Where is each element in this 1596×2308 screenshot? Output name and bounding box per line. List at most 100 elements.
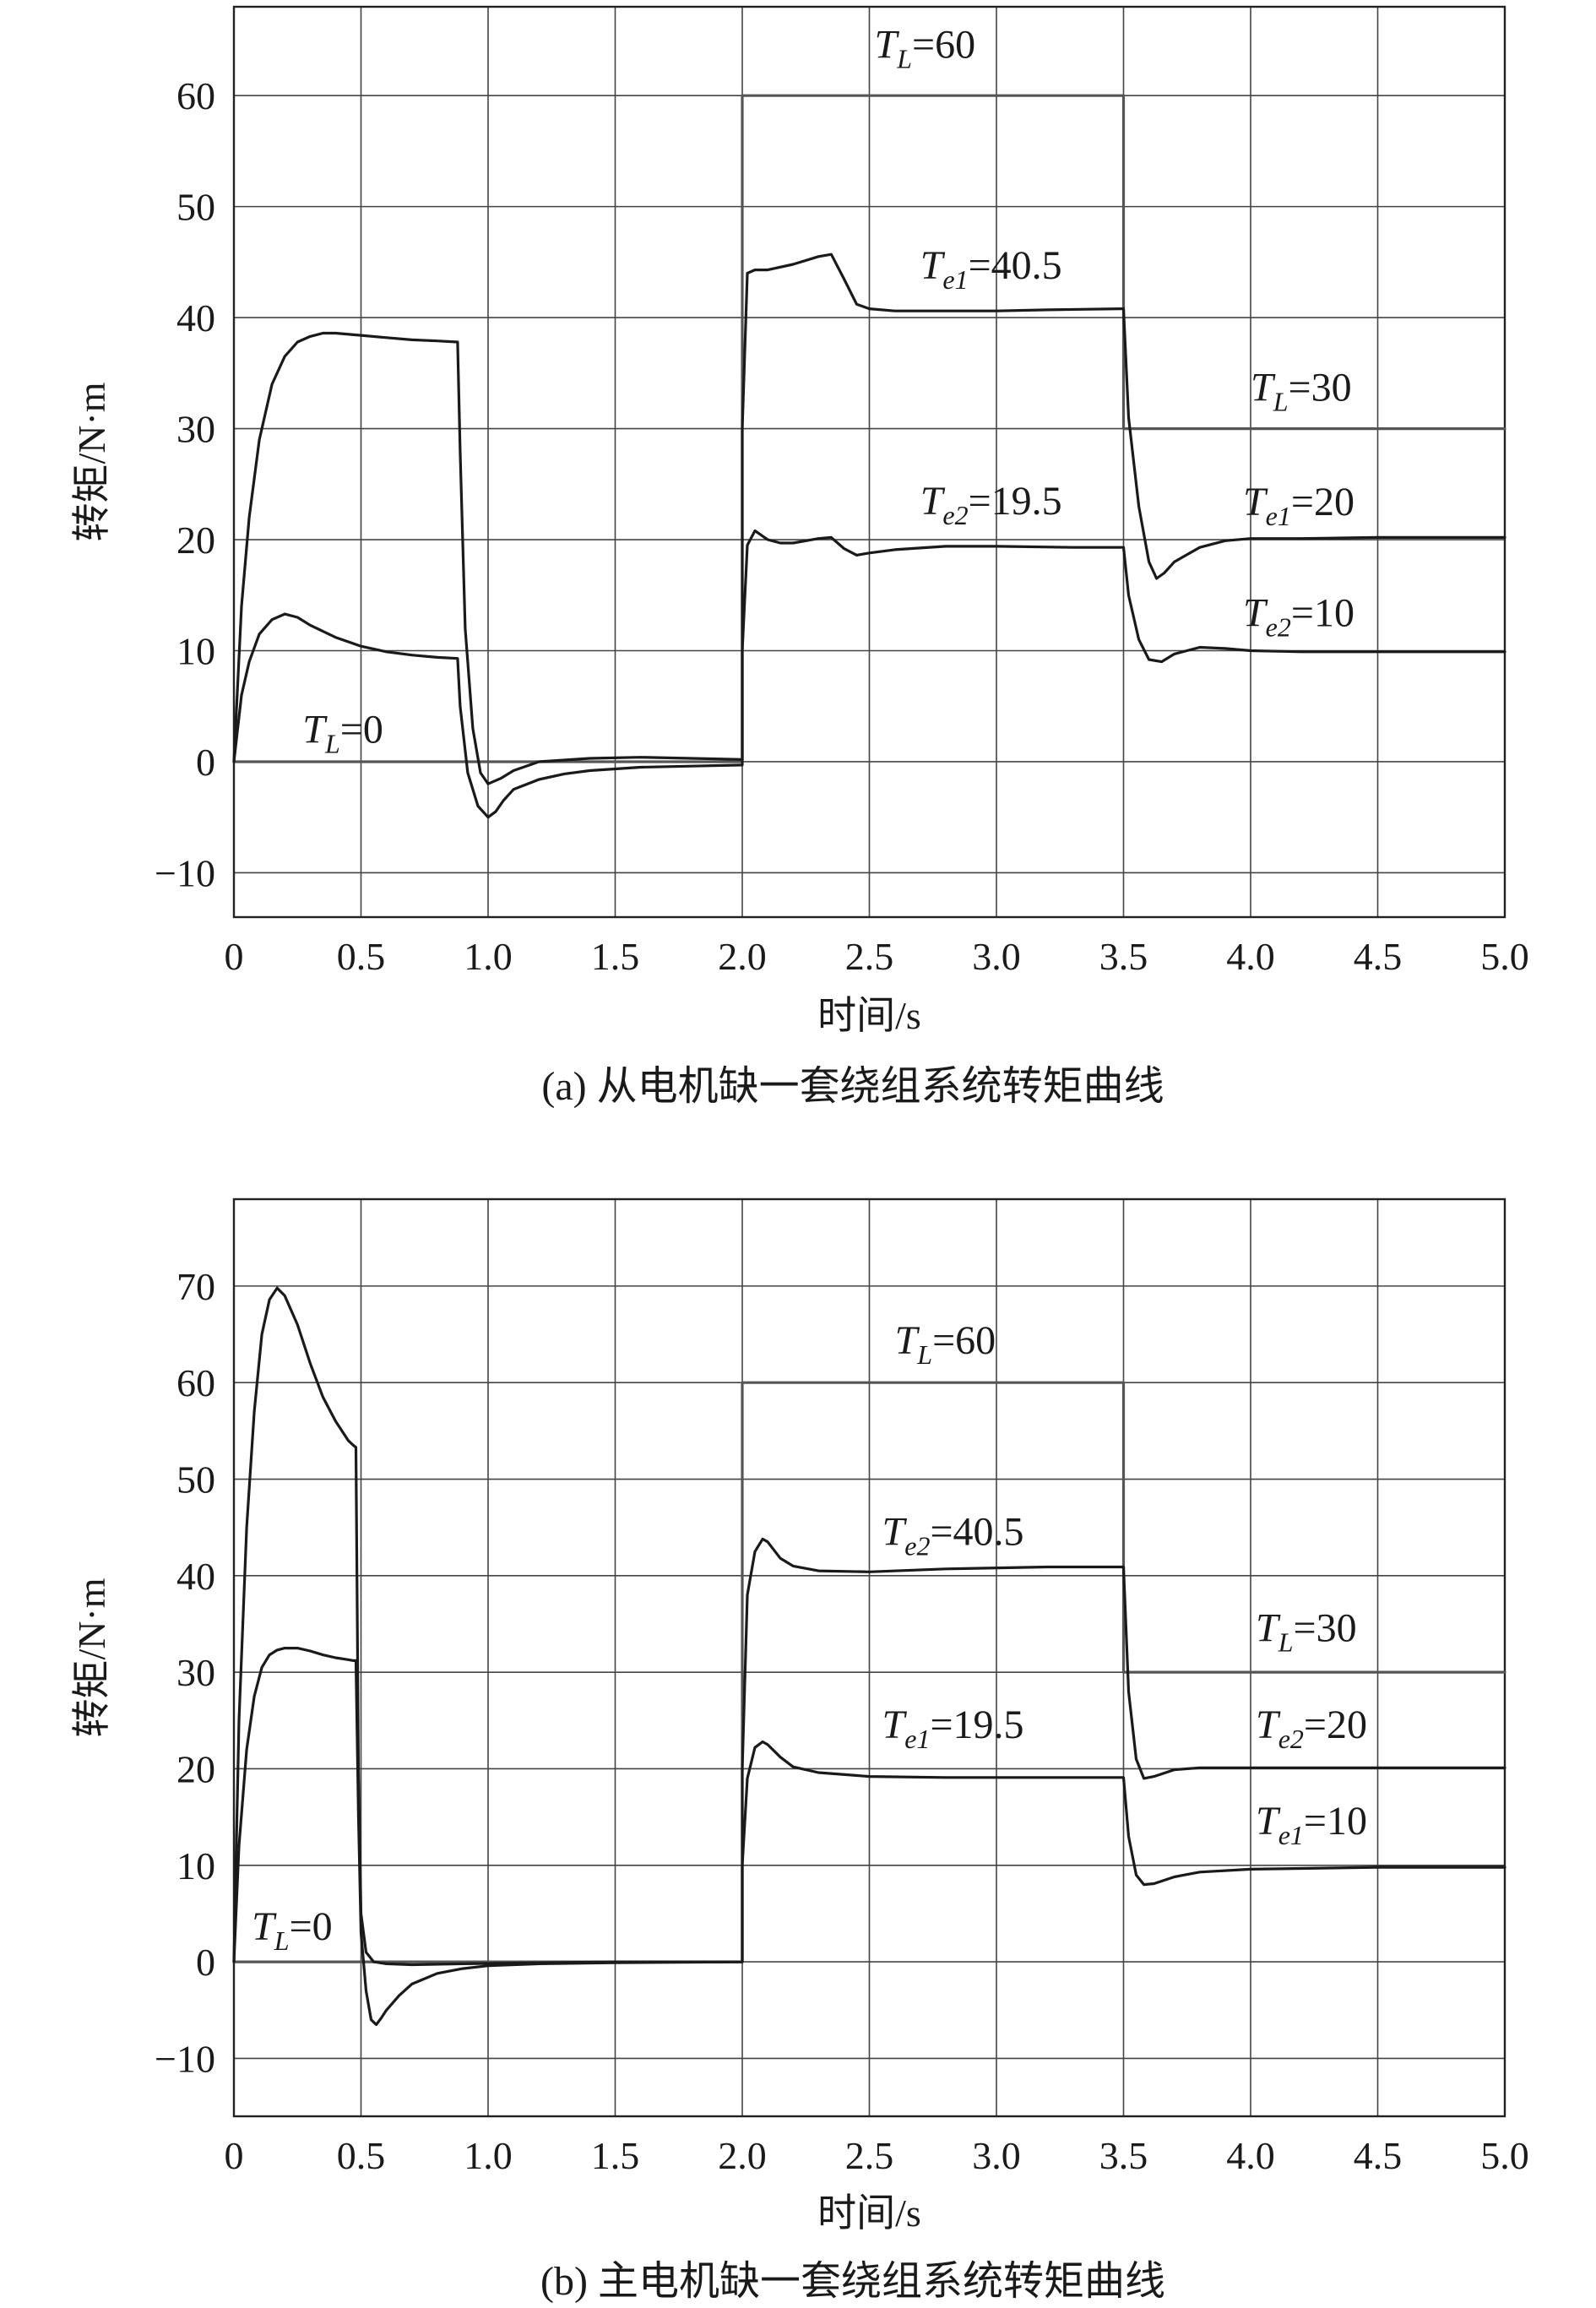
curve-annotation: Te1=10: [1256, 1799, 1367, 1850]
x-axis-label: 时间/s: [817, 994, 921, 1037]
annotation-subscript: e2: [904, 1530, 930, 1561]
annotation-value: =60: [912, 22, 975, 67]
curve-annotation: TL=0: [252, 1904, 333, 1956]
annotation-symbol: T: [895, 1318, 920, 1363]
x-tick-label: 4.0: [1226, 2134, 1275, 2177]
y-tick-label: 60: [176, 1361, 215, 1404]
chart-b: −10 0 10 20 30 40 50 60 70 0 0.5 1.0 1.5 2.0 2.5 3.0 3.5…: [70, 1197, 1529, 2304]
annotation-symbol: T: [252, 1904, 277, 1949]
x-tick-label: 5.0: [1480, 935, 1529, 978]
y-tick-label: 40: [176, 1555, 215, 1598]
annotation-subscript: e2: [1266, 612, 1291, 643]
plot-frame: [232, 5, 1506, 919]
annotation-value: =19.5: [969, 479, 1062, 524]
curve-annotation: TL=30: [1251, 366, 1352, 417]
y-tick-label: 30: [176, 1651, 215, 1694]
x-tick-label: 4.5: [1354, 935, 1403, 978]
x-tick-label: 3.5: [1099, 2134, 1148, 2177]
annotation-value: =60: [932, 1318, 996, 1363]
x-tick-label: 4.5: [1354, 2134, 1403, 2177]
curve-annotation: Te2=19.5: [920, 479, 1062, 530]
annotation-value: =19.5: [930, 1702, 1023, 1747]
y-tick-label: 30: [176, 408, 215, 451]
y-tick-label: 50: [176, 1458, 215, 1502]
annotation-symbol: T: [1256, 1606, 1281, 1651]
x-tick-label: 5.0: [1480, 2134, 1529, 2177]
y-axis-label: 转矩/N·m: [70, 382, 113, 541]
annotation-symbol: T: [1256, 1702, 1281, 1747]
annotation-subscript: e1: [1278, 1820, 1304, 1850]
annotation-value: =20: [1291, 480, 1354, 524]
annotation-subscript: e1: [1266, 501, 1291, 531]
series-line-1: [232, 94, 1506, 763]
y-tick-label: 10: [176, 629, 215, 672]
x-tick-label: 1.0: [464, 2134, 513, 2177]
curve-annotation: Te2=40.5: [882, 1509, 1024, 1561]
series-line-2: [232, 253, 1506, 785]
annotation-subscript: e2: [942, 500, 968, 530]
annotation-value: =10: [1291, 591, 1354, 636]
y-tick-label: 50: [176, 186, 215, 229]
annotation-value: =20: [1304, 1702, 1367, 1747]
annotation-subscript: L: [324, 729, 340, 759]
x-tick-label: 3.0: [972, 935, 1021, 978]
annotation-subscript: e2: [1278, 1724, 1304, 1754]
x-tick-label: 0.5: [337, 935, 386, 978]
y-tick-label: 60: [176, 74, 215, 117]
x-tick-label: 2.0: [718, 2134, 767, 2177]
x-tick-label: 0.5: [337, 2134, 386, 2177]
curve-annotation: Te1=19.5: [882, 1702, 1024, 1754]
curve-annotation: TL=60: [875, 22, 976, 73]
x-tick-label: 1.0: [464, 935, 513, 978]
y-tick-label: 20: [176, 1747, 215, 1790]
x-tick-label: 3.5: [1099, 935, 1148, 978]
x-tick-label: 1.5: [591, 935, 640, 978]
y-tick-label: 0: [196, 741, 215, 784]
y-tick-label: 40: [176, 296, 215, 339]
annotation-subscript: e1: [904, 1724, 930, 1754]
curve-annotation: Te2=10: [1243, 591, 1354, 643]
y-tick-label: 20: [176, 519, 215, 562]
x-tick-label: 3.0: [972, 2134, 1021, 2177]
annotation-symbol: T: [1256, 1799, 1281, 1844]
curve-annotation: TL=0: [302, 708, 383, 759]
annotation-value: =0: [340, 708, 383, 752]
annotation-subscript: L: [916, 1339, 932, 1370]
annotation-value: =30: [1294, 1606, 1357, 1651]
annotation-subscript: L: [1273, 387, 1289, 417]
annotation-symbol: T: [302, 708, 328, 752]
plot-frame: [232, 1197, 1506, 2118]
figure-caption: (a) 从电机缺一套绕组系统转矩曲线: [541, 1064, 1164, 1109]
annotation-value: =40.5: [930, 1509, 1023, 1554]
curve-annotation: Te2=20: [1256, 1702, 1367, 1754]
figure-caption: (b) 主电机缺一套绕组系统转矩曲线: [540, 2259, 1165, 2304]
curve-annotation: Te1=40.5: [920, 243, 1062, 295]
y-tick-label: −10: [155, 851, 215, 894]
annotation-symbol: T: [1251, 366, 1276, 410]
x-tick-label: 2.0: [718, 935, 767, 978]
annotation-symbol: T: [882, 1702, 908, 1747]
annotation-symbol: T: [920, 479, 946, 524]
x-tick-label: 4.0: [1226, 935, 1275, 978]
annotation-subscript: L: [274, 1925, 290, 1956]
curve-annotation: TL=30: [1256, 1606, 1357, 1658]
annotation-symbol: T: [1243, 591, 1268, 636]
x-tick-label: 1.5: [591, 2134, 640, 2177]
annotation-subscript: L: [896, 43, 912, 73]
annotation-symbol: T: [875, 22, 900, 67]
x-tick-label: 0: [225, 935, 244, 978]
annotation-value: =40.5: [969, 243, 1062, 288]
annotation-symbol: T: [882, 1509, 908, 1554]
curve-annotation: Te1=20: [1243, 480, 1354, 531]
series-line-3: [232, 529, 1506, 819]
curve-annotation: TL=60: [895, 1318, 996, 1370]
grid: [233, 7, 1506, 917]
x-axis-label: 时间/s: [817, 2191, 921, 2235]
x-tick-label: 0: [225, 2134, 244, 2177]
annotation-subscript: L: [1278, 1627, 1294, 1658]
y-tick-label: 10: [176, 1844, 215, 1887]
annotation-subscript: e1: [942, 264, 968, 295]
annotation-value: =30: [1289, 366, 1352, 410]
